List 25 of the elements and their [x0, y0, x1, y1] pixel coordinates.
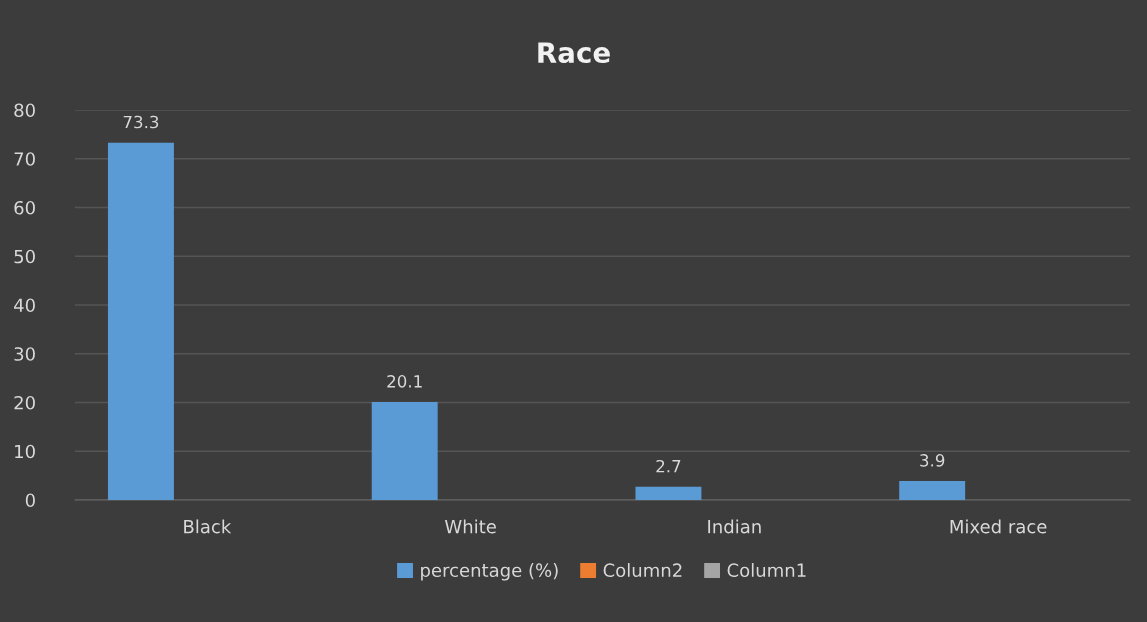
- y-tick-label: 40: [14, 298, 35, 313]
- y-tick-label: 10: [15, 444, 35, 459]
- data-label: 73.3: [123, 115, 159, 129]
- y-tick-label: 50: [14, 249, 35, 264]
- bar: [899, 480, 966, 500]
- y-tick-label: 0: [25, 493, 35, 508]
- legend-label: Column2: [603, 563, 682, 578]
- data-label: 3.9: [920, 454, 945, 467]
- x-tick-label: Indian: [708, 519, 761, 534]
- bar: [371, 402, 438, 500]
- data-label: 20.1: [387, 375, 422, 388]
- legend-label: percentage (%): [421, 563, 558, 581]
- y-tick-label: 80: [14, 103, 35, 118]
- legend-label: Column1: [727, 563, 806, 578]
- x-tick-label: Black: [184, 519, 232, 534]
- x-tick-label: Mixed race: [950, 519, 1047, 534]
- bar: [635, 486, 702, 500]
- y-tick-label: 30: [14, 347, 35, 361]
- y-tick-label: 60: [14, 200, 35, 215]
- y-tick-label: 20: [14, 395, 35, 410]
- y-tick-label: 70: [14, 152, 35, 166]
- bar: [107, 142, 174, 500]
- data-label: 2.7: [656, 459, 681, 473]
- x-tick-label: White: [444, 519, 496, 534]
- chart-title: Race: [538, 42, 610, 64]
